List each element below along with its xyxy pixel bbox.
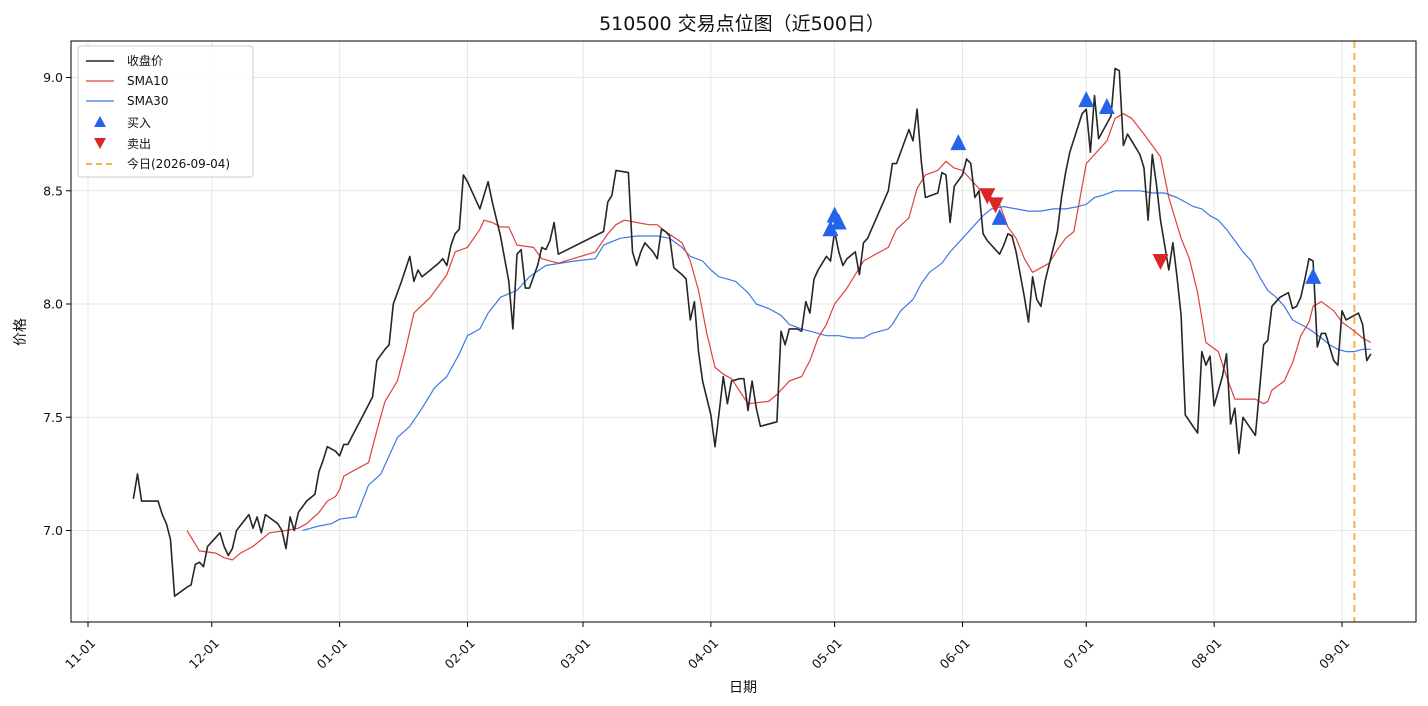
buy-marker <box>1098 97 1115 114</box>
buy-marker <box>950 134 967 151</box>
buy-marker <box>1078 91 1095 108</box>
plot-frame <box>70 40 1417 623</box>
buy-marker <box>991 208 1008 225</box>
legend-label-close: 收盘价 <box>127 53 163 68</box>
y-axis-label: 价格 <box>13 318 29 346</box>
sell-marker <box>987 197 1004 214</box>
sell-marker <box>979 188 996 205</box>
series-line-sma30 <box>302 190 1371 532</box>
legend-label-sell: 卖出 <box>127 137 151 151</box>
buy-marker <box>830 213 847 230</box>
series-lines <box>132 67 1372 597</box>
y-axis-ticks: 7.0 7.5 8.0 8.5 9.0 <box>43 70 71 538</box>
y-tick-label: 7.0 <box>43 523 63 538</box>
legend-label-sma10: SMA10 <box>127 74 168 88</box>
y-tick-label: 9.0 <box>43 70 63 85</box>
legend: 收盘价 SMA10 SMA30 买入 卖出 今日(2026-09-04) <box>77 45 254 178</box>
legend-buy-triangle-icon <box>94 116 106 127</box>
legend-label-today: 今日(2026-09-04) <box>127 156 230 171</box>
legend-sell-triangle-icon <box>94 138 106 149</box>
y-tick-label: 8.5 <box>43 183 63 198</box>
y-tick-label: 8.0 <box>43 297 63 312</box>
y-tick-label: 7.5 <box>43 410 63 425</box>
chart-title: 510500 交易点位图（近500日） <box>599 13 885 35</box>
sell-marker <box>1152 253 1169 270</box>
series-line-close <box>132 67 1372 597</box>
legend-label-sma30: SMA30 <box>127 94 168 108</box>
buy-marker <box>1305 267 1322 284</box>
series-line-sma10 <box>186 113 1372 561</box>
legend-label-buy: 买入 <box>127 116 151 130</box>
trade-markers <box>822 91 1322 284</box>
grid-lines <box>71 41 1416 622</box>
x-axis-label: 日期 <box>729 680 757 696</box>
legend-box <box>77 45 254 178</box>
buy-marker <box>822 220 839 237</box>
